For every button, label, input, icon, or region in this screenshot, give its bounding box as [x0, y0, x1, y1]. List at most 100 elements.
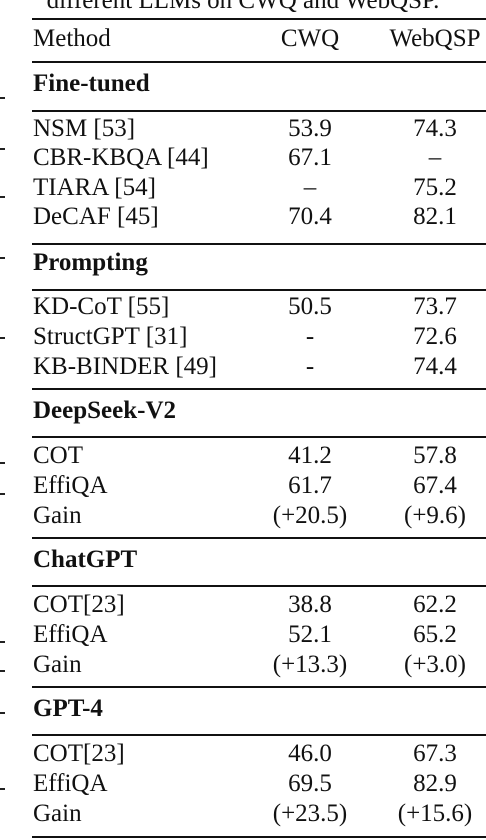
table-header-row: Method CWQ WebQSP	[0, 24, 486, 54]
cell-webqsp: 67.4	[413, 472, 457, 499]
cell-cwq: -	[305, 323, 315, 350]
cell-cwq: 53.9	[288, 115, 332, 142]
table-row: COT[23] 46.0 67.3	[0, 739, 486, 769]
cell-webqsp: (+15.6)	[397, 800, 473, 827]
margin-mark	[0, 462, 5, 464]
group-rule	[32, 734, 486, 736]
group-heading-label: DeepSeek-V2	[33, 397, 177, 424]
cell-cwq: 38.8	[288, 591, 332, 618]
cell-cwq: (+23.5)	[272, 800, 348, 827]
section-rule	[32, 537, 486, 539]
table-row: Gain (+13.3) (+3.0)	[0, 650, 486, 680]
cell-cwq: 67.1	[288, 144, 332, 171]
cell-cwq: –	[303, 174, 317, 201]
cell-method: EffiQA	[33, 621, 108, 648]
table-row: Gain (+23.5) (+15.6)	[0, 799, 486, 829]
cell-method: EffiQA	[33, 770, 108, 797]
top-rule	[32, 18, 486, 20]
cell-webqsp: 75.2	[413, 174, 457, 201]
table-row: COT 41.2 57.8	[0, 441, 486, 471]
cell-cwq: 46.0	[288, 740, 332, 767]
table-row: NSM [53] 53.9 74.3	[0, 114, 486, 144]
cell-webqsp: 73.7	[413, 293, 457, 320]
cell-method: TIARA [54]	[33, 174, 156, 201]
table-row: EffiQA 61.7 67.4	[0, 471, 486, 501]
margin-mark	[0, 788, 5, 790]
cell-method: NSM [53]	[33, 115, 136, 142]
section-rule	[32, 243, 486, 245]
cell-cwq: -	[305, 353, 315, 380]
margin-mark	[0, 670, 5, 672]
table-caption: different LLMs on CWQ and WebQSP.	[46, 0, 440, 14]
cell-method: Gain	[33, 651, 82, 678]
group-heading: ChatGPT	[0, 545, 486, 575]
group-heading: Fine-tuned	[0, 69, 486, 99]
cell-cwq: 50.5	[288, 293, 332, 320]
group-heading-label: GPT-4	[33, 695, 103, 722]
section-rule	[32, 388, 486, 390]
cell-webqsp: 62.2	[413, 591, 457, 618]
table-row: EffiQA 52.1 65.2	[0, 620, 486, 650]
table-row: StructGPT [31] - 72.6	[0, 322, 486, 352]
cell-webqsp: (+9.6)	[404, 502, 466, 529]
group-rule	[32, 110, 486, 112]
column-header-method: Method	[33, 25, 111, 52]
cell-webqsp: 67.3	[413, 740, 457, 767]
table-row: DeCAF [45] 70.4 82.1	[0, 202, 486, 232]
table-row: CBR-KBQA [44] 67.1 –	[0, 143, 486, 173]
column-header-cwq: CWQ	[280, 25, 340, 52]
cell-cwq: 52.1	[288, 621, 332, 648]
cell-method: Gain	[33, 502, 82, 529]
margin-mark	[0, 196, 5, 198]
margin-mark	[0, 641, 5, 643]
cell-method: Gain	[33, 800, 82, 827]
cell-cwq: 41.2	[288, 442, 332, 469]
cell-webqsp: 57.8	[413, 442, 457, 469]
cell-method: EffiQA	[33, 472, 108, 499]
margin-mark	[0, 337, 5, 339]
margin-mark	[0, 257, 5, 259]
table-row: Gain (+20.5) (+9.6)	[0, 501, 486, 531]
cell-method: COT	[33, 442, 83, 469]
group-rule	[32, 289, 486, 291]
table-row: TIARA [54] – 75.2	[0, 173, 486, 203]
group-rule	[32, 436, 486, 438]
table-row: EffiQA 69.5 82.9	[0, 769, 486, 799]
cell-cwq: (+13.3)	[272, 651, 348, 678]
bottom-rule	[32, 836, 486, 838]
cell-method: KB-BINDER [49]	[33, 353, 218, 380]
group-heading: GPT-4	[0, 694, 486, 724]
cell-webqsp: 72.6	[413, 323, 457, 350]
cell-webqsp: –	[428, 144, 442, 171]
cell-webqsp: 82.9	[413, 770, 457, 797]
cell-cwq: 69.5	[288, 770, 332, 797]
group-heading-label: ChatGPT	[33, 546, 138, 573]
column-header-webqsp: WebQSP	[389, 25, 481, 52]
cell-webqsp: (+3.0)	[404, 651, 466, 678]
section-rule	[32, 686, 486, 688]
cell-method: COT[23]	[33, 740, 125, 767]
group-heading: Prompting	[0, 248, 486, 278]
group-heading-label: Prompting	[33, 249, 148, 276]
table-row: KB-BINDER [49] - 74.4	[0, 352, 486, 382]
group-heading-label: Fine-tuned	[33, 70, 150, 97]
cell-webqsp: 82.1	[413, 203, 457, 230]
margin-mark	[0, 493, 5, 495]
margin-mark	[0, 712, 5, 714]
header-rule	[32, 61, 486, 63]
cell-method: DeCAF [45]	[33, 203, 159, 230]
margin-mark	[0, 148, 5, 150]
cell-cwq: 70.4	[288, 203, 332, 230]
cell-webqsp: 74.3	[413, 115, 457, 142]
cell-cwq: 61.7	[288, 472, 332, 499]
margin-mark	[0, 97, 5, 99]
cell-method: CBR-KBQA [44]	[33, 144, 209, 171]
table-row: COT[23] 38.8 62.2	[0, 590, 486, 620]
group-heading: DeepSeek-V2	[0, 396, 486, 426]
group-rule	[32, 585, 486, 587]
cell-method: StructGPT [31]	[33, 323, 188, 350]
table-row: KD-CoT [55] 50.5 73.7	[0, 292, 486, 322]
cell-method: KD-CoT [55]	[33, 293, 170, 320]
cell-webqsp: 65.2	[413, 621, 457, 648]
cell-cwq: (+20.5)	[272, 502, 348, 529]
